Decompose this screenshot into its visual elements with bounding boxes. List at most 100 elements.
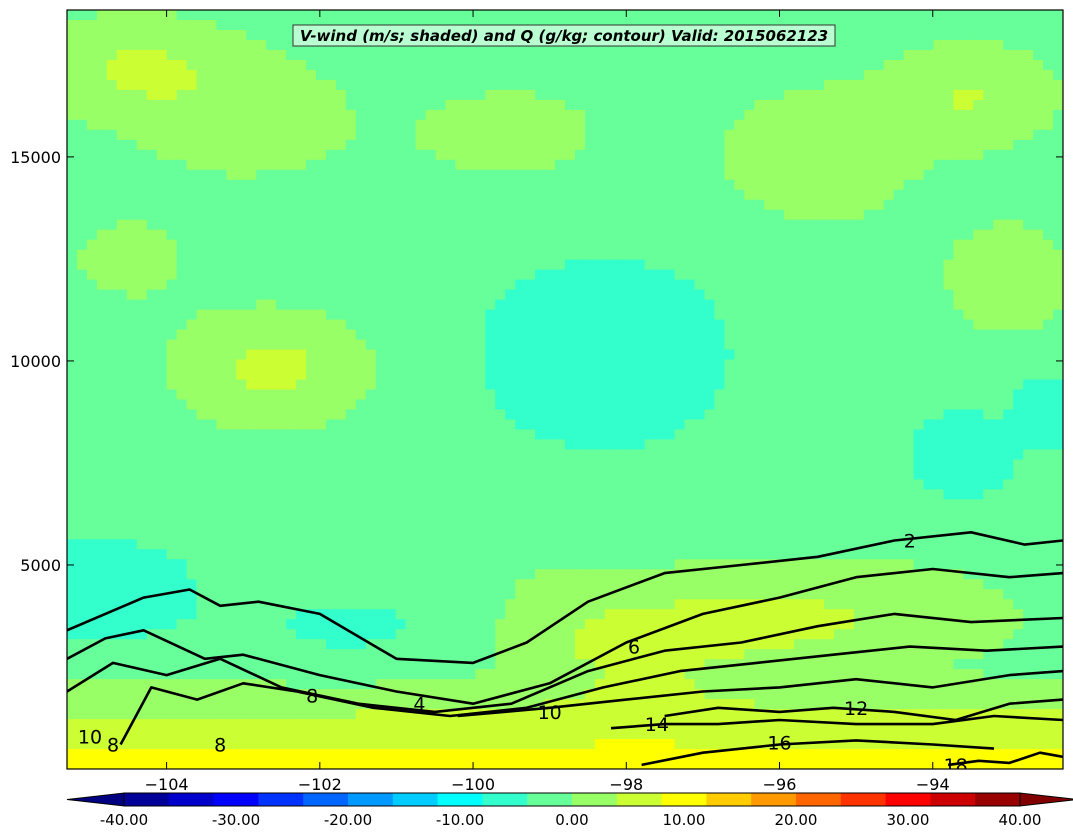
heatmap-cell (455, 289, 466, 301)
heatmap-cell (873, 199, 885, 211)
heatmap-cell (724, 379, 735, 391)
heatmap-cell (525, 359, 536, 371)
heatmap-cell (843, 279, 855, 291)
heatmap-cell (933, 269, 945, 281)
heatmap-cell (485, 179, 496, 191)
heatmap-cell (256, 499, 267, 510)
heatmap-cell (794, 279, 805, 291)
heatmap-cell (385, 309, 397, 321)
heatmap-cell (555, 199, 566, 211)
heatmap-cell (555, 309, 566, 321)
heatmap-cell (405, 359, 417, 371)
heatmap-cell (276, 479, 287, 490)
heatmap-cell (814, 149, 825, 161)
heatmap-cell (1033, 239, 1044, 251)
heatmap-cell (136, 379, 148, 391)
heatmap-cell (574, 399, 586, 411)
heatmap-cell (365, 269, 377, 281)
heatmap-cell (555, 469, 566, 480)
heatmap-cell (505, 499, 516, 510)
heatmap-cell (266, 439, 277, 451)
heatmap-cell (226, 369, 237, 381)
heatmap-cell (1013, 319, 1024, 331)
heatmap-cell (296, 239, 307, 251)
heatmap-cell (963, 209, 974, 221)
heatmap-cell (903, 189, 915, 201)
heatmap-cell (226, 349, 237, 361)
heatmap-cell (993, 219, 1004, 231)
heatmap-cell (734, 409, 745, 421)
heatmap-cell (973, 19, 984, 31)
heatmap-cell (714, 339, 725, 351)
heatmap-cell (843, 339, 855, 351)
heatmap-cell (873, 389, 885, 401)
heatmap-cell (614, 259, 626, 271)
heatmap-cell (296, 89, 307, 101)
heatmap-cell (823, 219, 835, 231)
heatmap-cell (186, 119, 198, 131)
heatmap-cell (216, 129, 227, 141)
heatmap-cell (206, 299, 217, 311)
heatmap-cell (345, 349, 357, 361)
heatmap-cell (256, 319, 267, 331)
heatmap-cell (694, 329, 706, 341)
heatmap-cell (1053, 369, 1063, 381)
heatmap-cell (923, 89, 935, 101)
heatmap-cell (555, 489, 566, 500)
heatmap-cell (694, 319, 706, 331)
heatmap-cell (744, 429, 755, 441)
heatmap-cell (186, 169, 198, 181)
heatmap-cell (405, 399, 417, 411)
heatmap-cell (116, 109, 128, 121)
heatmap-cell (216, 359, 227, 371)
heatmap-cell (804, 209, 815, 221)
heatmap-cell (246, 159, 257, 171)
heatmap-cell (893, 139, 905, 151)
heatmap-cell (375, 169, 387, 181)
heatmap-cell (96, 299, 108, 311)
heatmap-cell (1033, 479, 1044, 490)
heatmap-cell (774, 199, 785, 211)
heatmap-cell (1013, 79, 1024, 91)
heatmap-cell (236, 259, 247, 271)
heatmap-cell (784, 179, 795, 191)
heatmap-cell (883, 259, 895, 271)
heatmap-cell (226, 449, 237, 461)
heatmap-cell (784, 409, 795, 421)
heatmap-cell (146, 109, 158, 121)
heatmap-cell (545, 79, 556, 91)
heatmap-cell (345, 169, 357, 181)
heatmap-cell (674, 459, 686, 470)
heatmap-cell (166, 349, 178, 361)
heatmap-cell (116, 499, 128, 510)
heatmap-cell (226, 419, 237, 431)
heatmap-cell (794, 269, 805, 281)
heatmap-cell (1053, 409, 1063, 421)
heatmap-cell (565, 319, 576, 331)
heatmap-cell (734, 169, 745, 181)
heatmap-cell (883, 129, 895, 141)
heatmap-cell (86, 469, 98, 480)
heatmap-cell (565, 399, 576, 411)
heatmap-cell (644, 469, 656, 480)
heatmap-cell (574, 329, 586, 341)
heatmap-cell (614, 489, 626, 500)
heatmap-cell (644, 499, 656, 510)
heatmap-cell (973, 209, 984, 221)
heatmap-cell (993, 469, 1004, 480)
heatmap-cell (794, 239, 805, 251)
heatmap-cell (664, 329, 676, 341)
heatmap-cell (804, 349, 815, 361)
heatmap-cell (146, 409, 158, 421)
heatmap-cell (96, 179, 108, 191)
heatmap-cell (933, 259, 945, 271)
heatmap-cell (1023, 499, 1034, 510)
heatmap-cell (266, 239, 277, 251)
heatmap-cell (923, 79, 935, 91)
heatmap-cell (764, 289, 775, 301)
heatmap-cell (574, 209, 586, 221)
heatmap-cell (714, 139, 725, 151)
heatmap-cell (754, 59, 765, 71)
heatmap-cell (475, 409, 486, 421)
heatmap-cell (883, 109, 895, 121)
